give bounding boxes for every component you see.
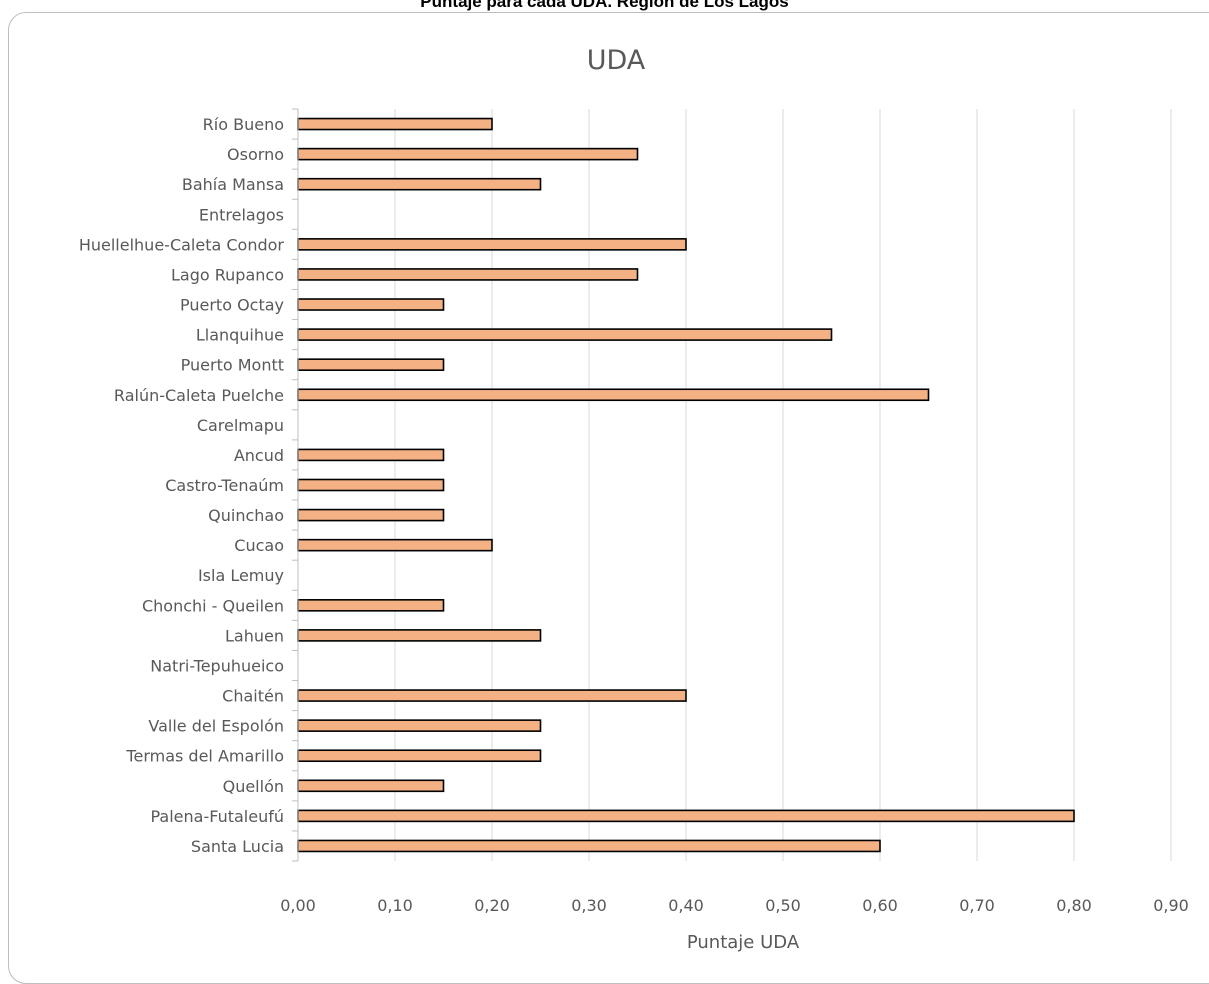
bar bbox=[297, 478, 445, 492]
category-label: Lahuen bbox=[225, 626, 284, 645]
bar bbox=[297, 328, 833, 341]
bar bbox=[297, 508, 445, 522]
category-label: Lago Rupanco bbox=[171, 265, 284, 284]
bar bbox=[297, 117, 493, 131]
category-label: Santa Lucia bbox=[191, 837, 284, 856]
bar bbox=[297, 839, 881, 853]
x-tick-label: 0,00 bbox=[280, 896, 316, 915]
x-tick-label: 0,40 bbox=[668, 896, 704, 915]
x-tick-label: 0,20 bbox=[474, 896, 510, 915]
bar bbox=[297, 448, 445, 462]
x-tick-label: 0,10 bbox=[377, 896, 413, 915]
category-label: Huellelhue-Caleta Condor bbox=[79, 235, 285, 254]
category-label: Isla Lemuy bbox=[198, 566, 284, 585]
category-label: Bahía Mansa bbox=[182, 175, 284, 194]
x-tick-label: 0,60 bbox=[862, 896, 898, 915]
bar bbox=[297, 298, 445, 311]
category-label: Puerto Montt bbox=[181, 356, 284, 375]
category-label: Río Bueno bbox=[203, 115, 284, 134]
category-label: Entrelagos bbox=[199, 205, 284, 224]
x-tick-label: 0,80 bbox=[1056, 896, 1092, 915]
x-tick-label: 0,50 bbox=[765, 896, 801, 915]
category-label: Palena-Futaleufú bbox=[151, 807, 285, 826]
x-tick-label: 0,70 bbox=[959, 896, 995, 915]
category-label: Carelmapu bbox=[197, 416, 284, 435]
category-label: Ancud bbox=[234, 446, 284, 465]
bar bbox=[297, 779, 445, 793]
chart-frame: UDA Río Bueno Osorno Bahía Mansa Entrelagos… bbox=[8, 12, 1209, 984]
category-label: Llanquihue bbox=[196, 326, 284, 345]
category-label: Chaitén bbox=[222, 687, 284, 706]
category-label: Quinchao bbox=[208, 506, 284, 525]
grid-lines bbox=[394, 109, 1172, 861]
bar bbox=[297, 719, 542, 732]
chart-title: UDA bbox=[587, 45, 646, 76]
bar bbox=[297, 809, 1075, 823]
category-labels: Río Bueno Osorno Bahía Mansa Entrelagos Huel… bbox=[79, 115, 285, 856]
category-label: Chonchi - Queilen bbox=[142, 596, 284, 615]
chart-svg: UDA Río Bueno Osorno Bahía Mansa Entrelagos… bbox=[79, 45, 1189, 953]
bar bbox=[297, 689, 687, 702]
bar bbox=[297, 358, 445, 371]
page-heading: Puntaje para cada UDA. Región de Los Lag… bbox=[420, 0, 789, 11]
x-axis-title: Puntaje UDA bbox=[687, 932, 800, 953]
bar bbox=[297, 749, 542, 763]
x-tick-labels: 0,00 0,10 0,20 0,30 0,40 0,50 0,60 0,70 0,80 0,90 bbox=[280, 896, 1189, 915]
category-label: Valle del Espolón bbox=[148, 717, 284, 736]
bar bbox=[297, 238, 687, 251]
bar bbox=[297, 538, 493, 552]
category-label: Cucao bbox=[234, 536, 284, 555]
category-label: Osorno bbox=[227, 145, 284, 164]
bar bbox=[297, 147, 639, 161]
bar bbox=[297, 177, 542, 191]
category-label: Ralún-Caleta Puelche bbox=[114, 386, 284, 405]
bar bbox=[297, 388, 930, 402]
category-label: Quellón bbox=[223, 777, 284, 796]
y-axis bbox=[292, 108, 299, 862]
category-label: Puerto Octay bbox=[180, 296, 284, 315]
category-label: Natri-Tepuhueico bbox=[150, 656, 284, 675]
category-label: Castro-Tenaúm bbox=[165, 476, 284, 495]
bar bbox=[297, 268, 639, 281]
bar bbox=[297, 629, 542, 642]
x-tick-label: 0,90 bbox=[1153, 896, 1189, 915]
bar bbox=[297, 599, 445, 612]
category-label: Termas del Amarillo bbox=[125, 747, 284, 766]
x-tick-label: 0,30 bbox=[571, 896, 607, 915]
